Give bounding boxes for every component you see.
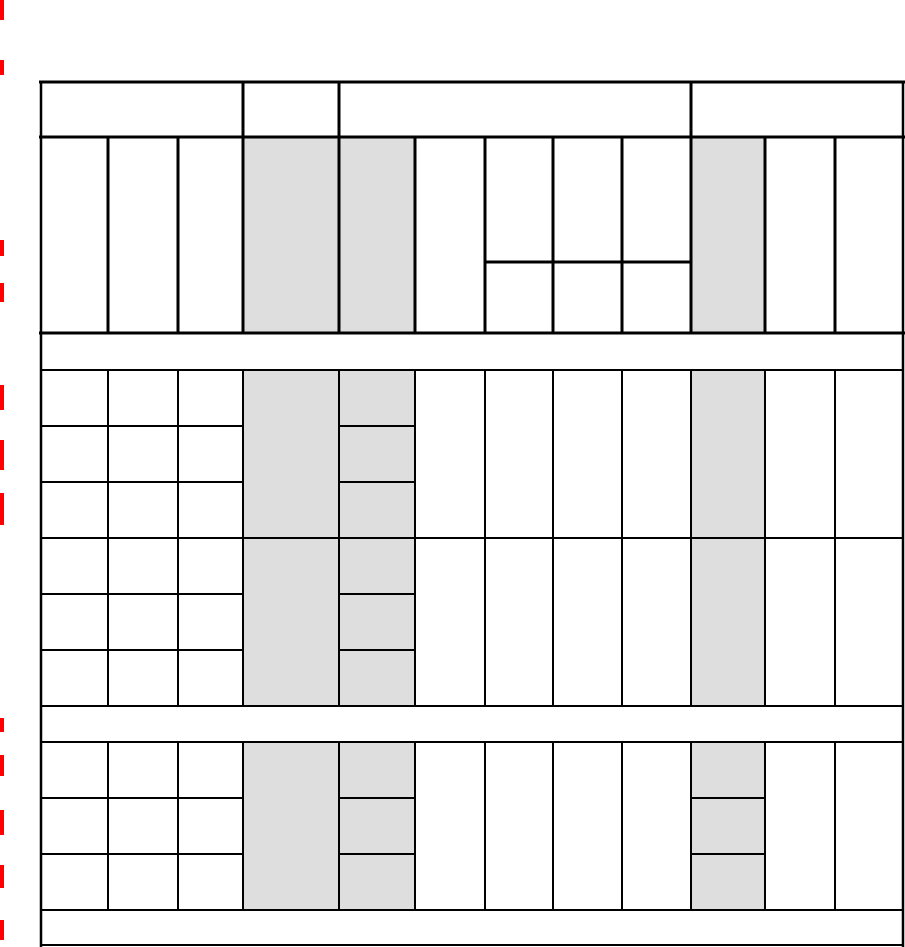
margin-mark [0, 810, 4, 835]
margin-mark [0, 385, 4, 410]
margin-mark [0, 0, 4, 20]
margin-mark [0, 283, 4, 302]
shaded-cell [691, 137, 765, 333]
shaded-cell [243, 742, 415, 910]
margin-mark [0, 755, 4, 776]
margin-mark [0, 718, 4, 732]
margin-mark [0, 60, 4, 75]
shaded-cell [691, 742, 765, 910]
shaded-cell [243, 137, 415, 333]
margin-mark [0, 440, 4, 470]
margin-mark [0, 920, 4, 940]
margin-mark [0, 865, 4, 888]
margin-mark [0, 240, 4, 256]
margin-mark [0, 493, 4, 525]
